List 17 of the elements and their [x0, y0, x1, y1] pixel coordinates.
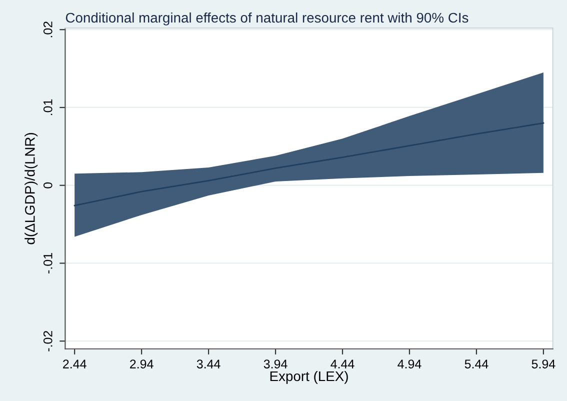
y-tick-label: .02	[43, 22, 52, 38]
y-tick-label: 0	[43, 182, 52, 188]
x-tick-label: 2.44	[63, 360, 86, 368]
x-tick-label: 3.44	[196, 360, 220, 368]
y-tick-label: .01	[43, 99, 52, 116]
x-tick-label: 5.44	[464, 360, 488, 368]
x-axis-title: Export (LEX)	[270, 370, 348, 384]
y-axis-title: d(ΔLGDP)/d(LNR)	[24, 132, 38, 244]
chart-title: Conditional marginal effects of natural resource rent with 90% CIs	[66, 12, 468, 26]
x-tick-label: 4.44	[330, 360, 354, 368]
x-tick-label: 4.94	[398, 360, 422, 368]
y-tick-label: -.01	[43, 253, 52, 274]
y-tick-label: -.02	[43, 330, 52, 352]
x-tick-label: 2.94	[130, 360, 154, 368]
x-tick-label: 3.94	[264, 360, 288, 368]
line-series	[74, 122, 544, 206]
x-tick-label: 5.94	[532, 360, 556, 368]
